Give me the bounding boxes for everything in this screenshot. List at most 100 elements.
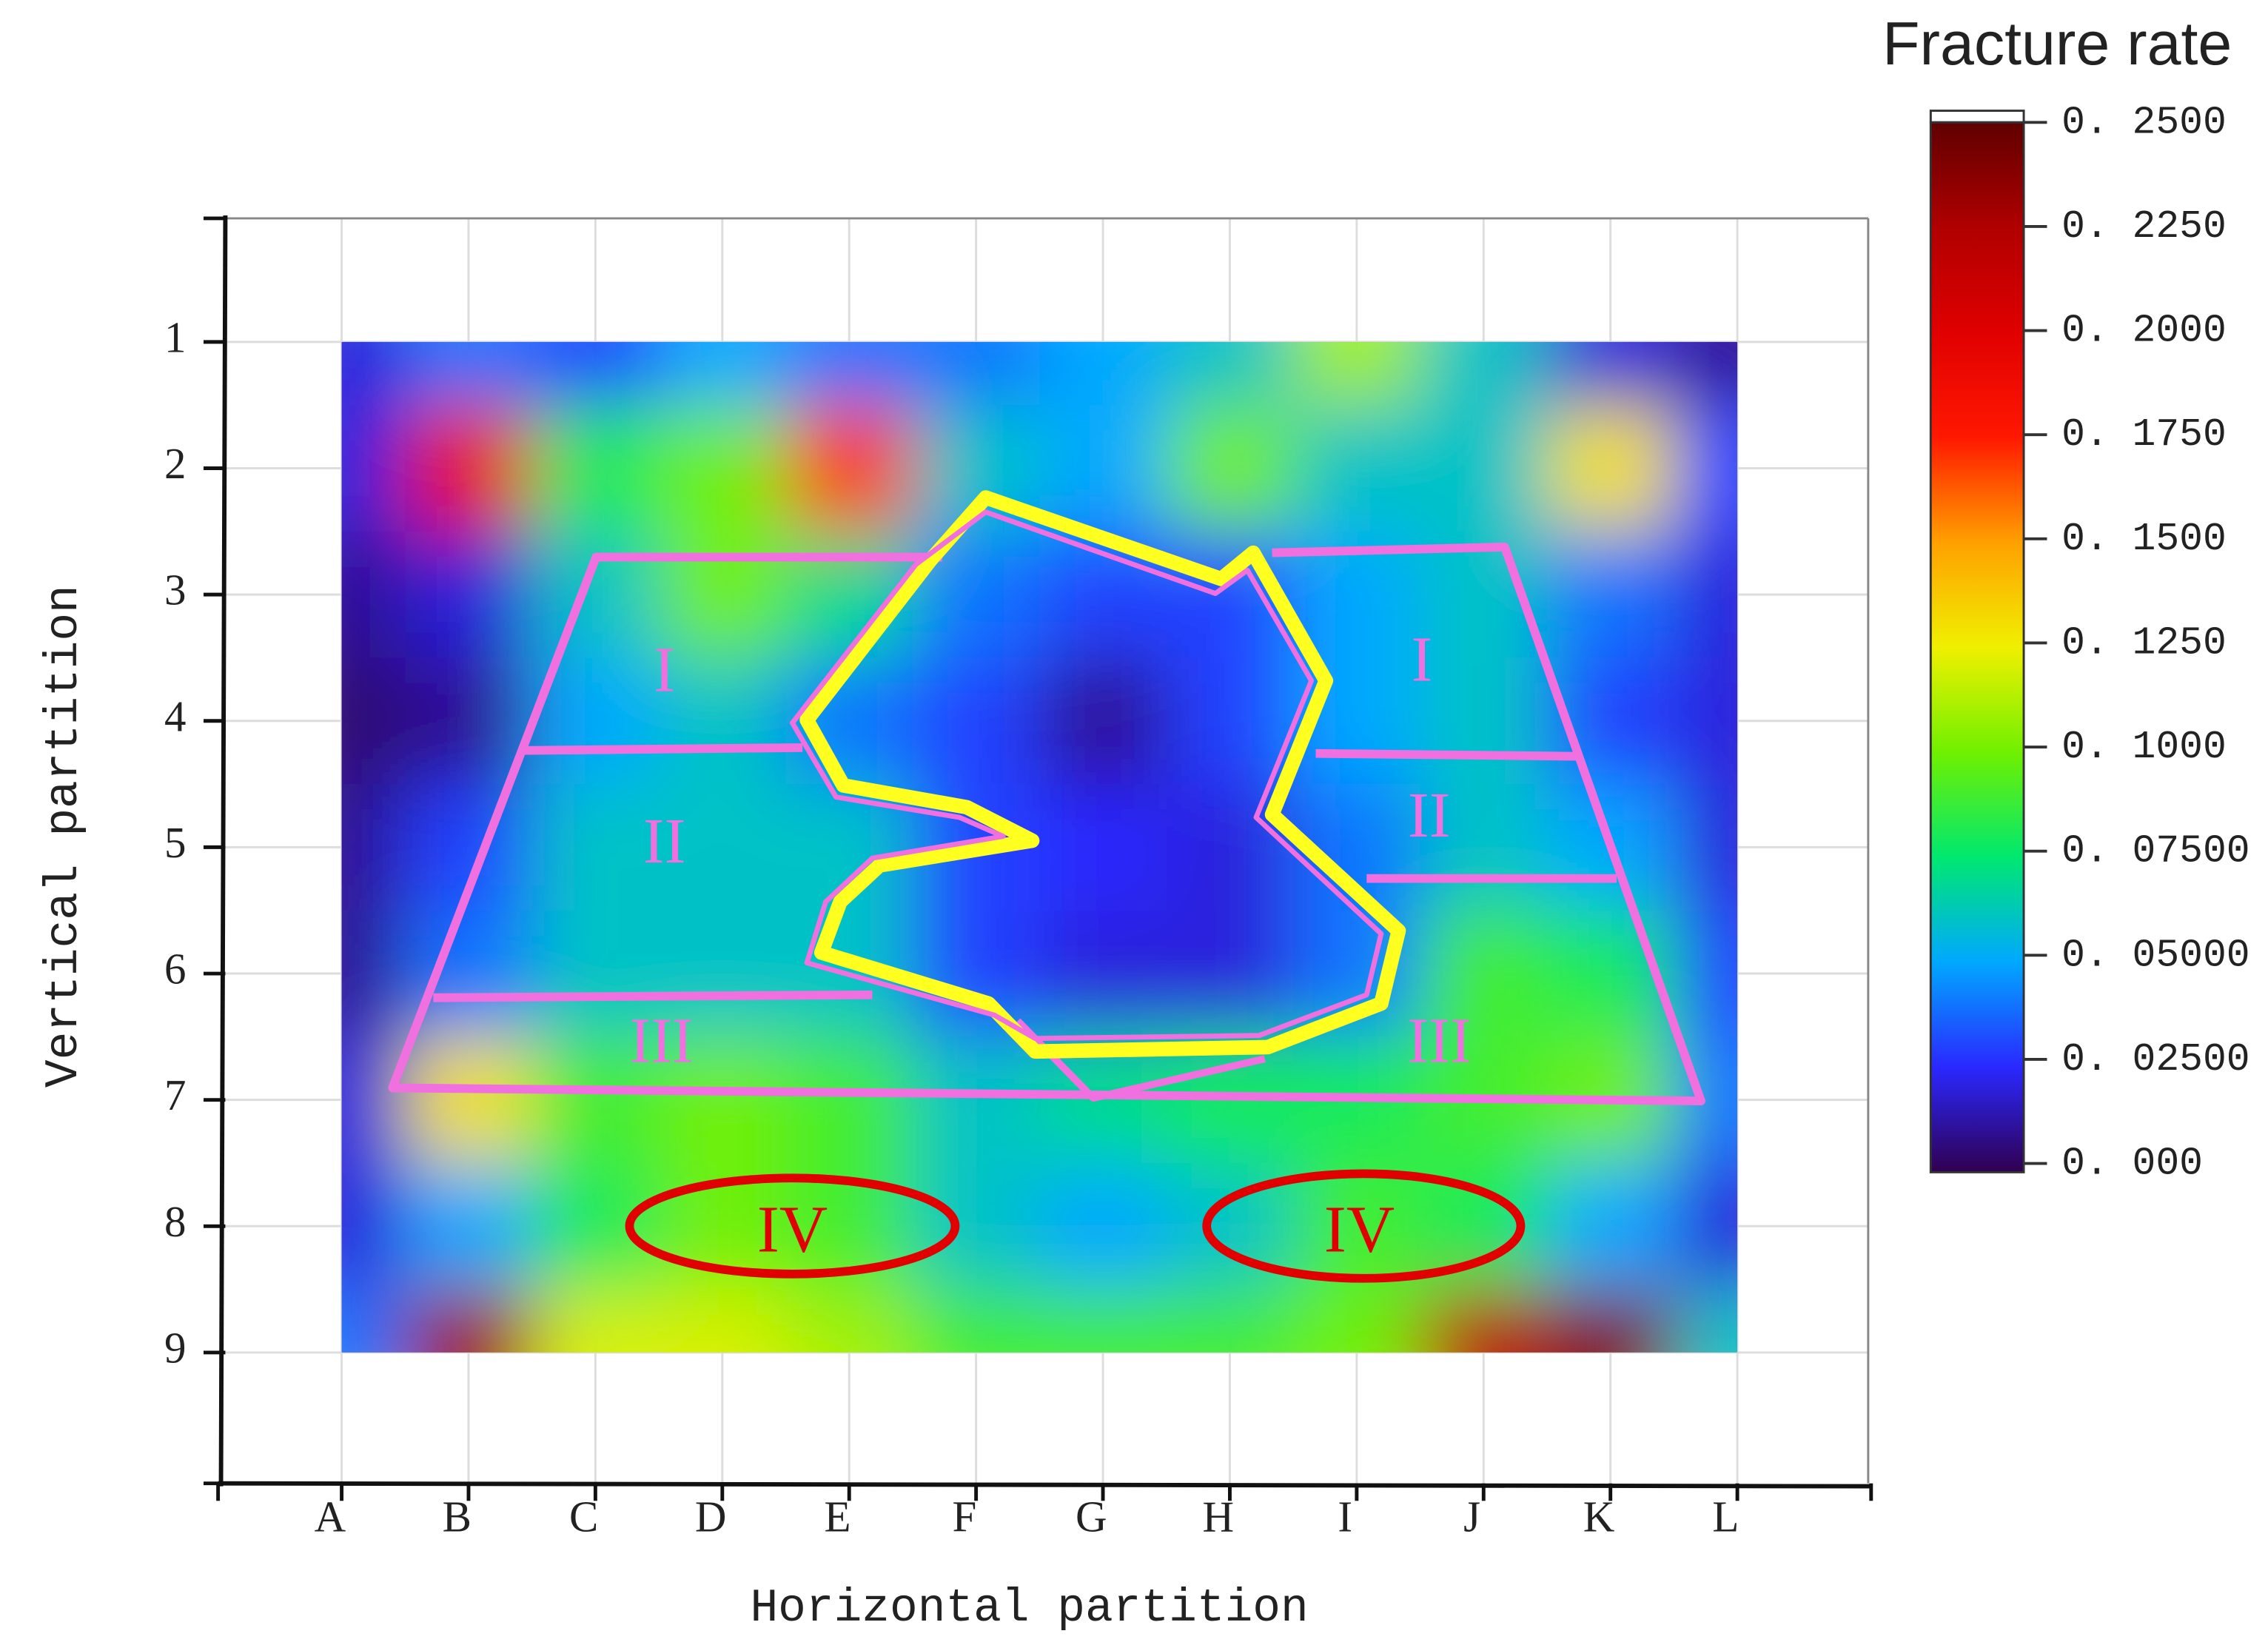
- heat-cell: [659, 405, 788, 533]
- heat-cell: [912, 910, 1041, 1039]
- heat-cell: [1420, 784, 1549, 912]
- heat-cell: [1420, 405, 1549, 533]
- colorbar-tick-label: 0. 2250: [2061, 204, 2227, 249]
- heat-cell: [341, 910, 407, 1039]
- heat-cell: [405, 531, 534, 660]
- heat-cell: [531, 1162, 661, 1291]
- y-axis-title: Vertical partition: [38, 585, 90, 1088]
- zone-label: I: [1412, 624, 1433, 695]
- heat-cell: [785, 1289, 914, 1353]
- heat-cell: [1546, 1289, 1676, 1353]
- zone-iv-ellipse: [625, 1173, 960, 1279]
- low-fracture-zone: [799, 490, 1406, 1059]
- heat-cell: [341, 657, 407, 786]
- heat-cell: [531, 1036, 661, 1165]
- y-tick-label: 4: [164, 691, 186, 740]
- heat-cell: [1546, 341, 1676, 407]
- heat-cell: [1546, 405, 1676, 533]
- colorbar: [1929, 121, 2025, 1173]
- colorbar-cap: [1929, 110, 2025, 124]
- heat-cell: [785, 1036, 914, 1165]
- heat-cell: [1039, 657, 1168, 786]
- heat-cell: [341, 1036, 407, 1165]
- heat-cell: [531, 1289, 661, 1353]
- heat-cell: [1039, 405, 1168, 533]
- zone-iv-ellipse: [1202, 1169, 1526, 1283]
- heat-cell: [1039, 341, 1168, 407]
- heat-cell: [1166, 910, 1295, 1039]
- colorbar-tick-label: 0. 2000: [2061, 309, 2227, 353]
- heat-cell: [1166, 657, 1295, 786]
- heat-cell: [659, 1289, 788, 1353]
- zone-outlines: [388, 490, 1705, 1283]
- heat-cell: [1166, 341, 1295, 407]
- colorbar-tick-label: 0. 000: [2061, 1142, 2203, 1186]
- heat-cell: [659, 531, 788, 660]
- heat-cell: [912, 657, 1041, 786]
- heat-cell: [1166, 1289, 1295, 1353]
- heat-cell: [1293, 341, 1422, 407]
- heat-cell: [405, 1036, 534, 1165]
- colorbar-tick-label: 0. 05000: [2061, 933, 2250, 977]
- colorbar-title: Fracture rate: [1882, 10, 2232, 78]
- colorbar-tick-label: 0. 02500: [2061, 1037, 2250, 1082]
- heat-cell: [1674, 657, 1738, 786]
- heat-cell: [1674, 1289, 1738, 1353]
- zone-divider: [520, 743, 803, 755]
- zone-divider: [1315, 748, 1578, 761]
- x-tick-label: B: [443, 1492, 472, 1541]
- heat-cell: [1039, 784, 1168, 912]
- x-tick-label: E: [825, 1492, 851, 1541]
- heatmap-cells: [341, 341, 1738, 1353]
- heat-cell: [1420, 341, 1549, 407]
- heat-cell: [912, 1036, 1041, 1165]
- heat-cell: [659, 1036, 788, 1165]
- heat-cell: [341, 405, 407, 533]
- heat-cell: [1674, 405, 1738, 533]
- y-tick-label: 1: [164, 312, 186, 361]
- heat-cell: [912, 1289, 1041, 1353]
- y-axis: [218, 215, 228, 1487]
- x-tick-label: K: [1583, 1492, 1615, 1541]
- y-tick-label: 9: [164, 1323, 186, 1372]
- x-tick-label: C: [569, 1492, 598, 1541]
- heat-cell: [341, 1289, 407, 1353]
- colorbar-ticks: 0. 2500 0. 2250 0. 2000 0. 1750 0. 1500 0. 12…: [2024, 100, 2250, 1186]
- heat-cell: [1420, 1289, 1549, 1353]
- heat-cell: [659, 910, 788, 1039]
- heat-cell: [1546, 531, 1676, 660]
- x-tick-label: A: [315, 1492, 346, 1541]
- zone-label: II: [643, 805, 686, 877]
- heat-cell: [1674, 784, 1738, 912]
- y-tick-label: 7: [164, 1071, 186, 1119]
- zone-boundary: [388, 542, 1705, 1106]
- heat-cell: [912, 1162, 1041, 1291]
- x-tick-label: F: [953, 1492, 977, 1541]
- zone-label: III: [630, 1005, 694, 1076]
- colorbar-tick-label: 0. 1000: [2061, 725, 2227, 769]
- y-tick-label: 3: [164, 566, 186, 614]
- y-tick-label: 6: [164, 945, 186, 994]
- heat-cell: [1546, 1162, 1676, 1291]
- heat-cell: [659, 784, 788, 912]
- x-tick-label: H: [1202, 1492, 1234, 1541]
- x-tick-label: G: [1076, 1492, 1107, 1541]
- heat-cell: [659, 341, 788, 407]
- heat-cell: [785, 341, 914, 407]
- heat-cell: [1674, 531, 1738, 660]
- zone-divider: [433, 990, 873, 1002]
- heat-cell: [531, 405, 661, 533]
- x-axis: [218, 1481, 1871, 1489]
- colorbar-tick-label: 0. 2500: [2061, 100, 2227, 144]
- heat-cell: [341, 531, 407, 660]
- heat-cell: [341, 341, 407, 407]
- heat-cell: [1674, 1162, 1738, 1291]
- y-tick-label: 8: [164, 1197, 186, 1246]
- y-tick-label: 2: [164, 439, 186, 488]
- colorbar-tick-label: 0. 1750: [2061, 412, 2227, 457]
- heat-cell: [341, 784, 407, 912]
- heat-cell: [531, 784, 661, 912]
- heat-cell: [1420, 910, 1549, 1039]
- x-tick-label: D: [695, 1492, 727, 1541]
